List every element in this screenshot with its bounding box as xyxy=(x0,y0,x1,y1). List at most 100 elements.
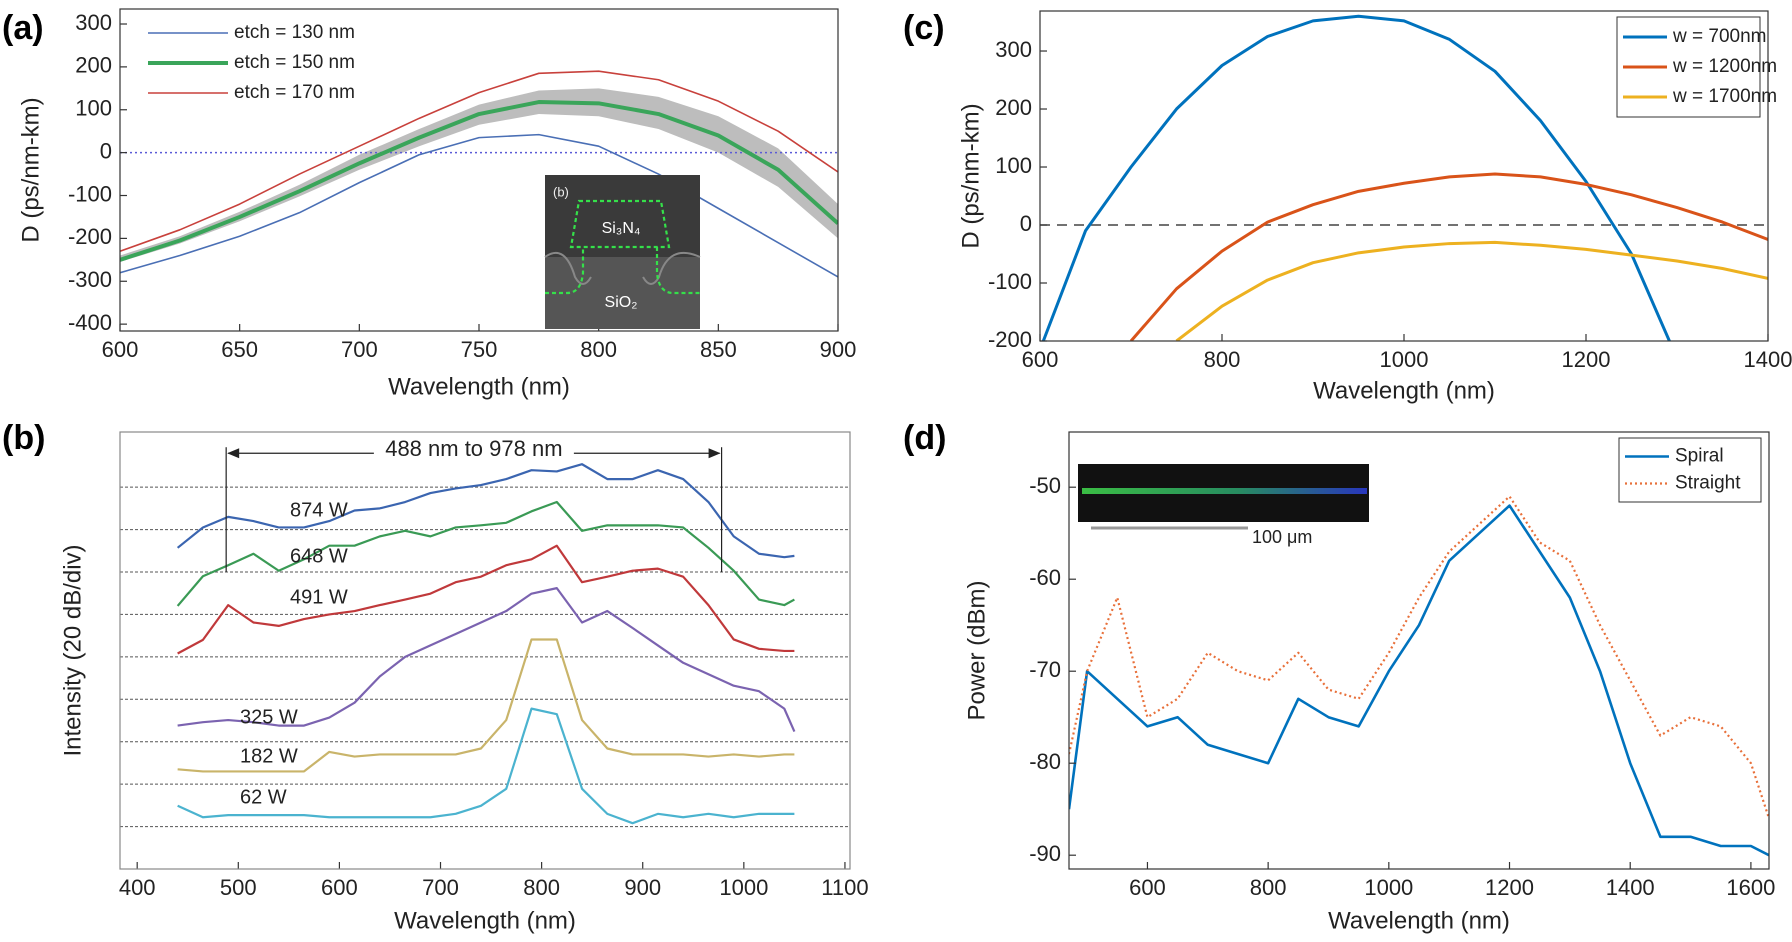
y-tick-label: -100 xyxy=(988,269,1032,294)
series-label: 62 W xyxy=(240,786,287,808)
scale-label: 100 μm xyxy=(1252,527,1312,547)
y-tick-label: -60 xyxy=(1029,565,1061,590)
series-line xyxy=(176,500,795,607)
x-tick-label: 850 xyxy=(700,337,737,362)
plot-area xyxy=(120,463,850,828)
series-line xyxy=(120,100,838,262)
x-tick-label: 600 xyxy=(1129,875,1166,900)
core-outline xyxy=(569,199,671,249)
x-tick-label: 1000 xyxy=(1380,347,1429,372)
panel-1: (b) Wavelength (nm) Intensity (20 dB/div) 4… xyxy=(2,419,869,934)
plot-frame xyxy=(119,8,839,332)
trench xyxy=(544,252,701,285)
y-axis-label: D (ps/nm-km) xyxy=(957,103,984,248)
x-tick-label: 650 xyxy=(221,337,258,362)
cladding-outline xyxy=(545,247,700,295)
x-tick-label: 400 xyxy=(119,875,156,900)
legend-label: Straight xyxy=(1675,473,1741,494)
panel-label: (d) xyxy=(903,419,946,457)
y-tick-label: -70 xyxy=(1029,657,1061,682)
x-tick-label: 900 xyxy=(624,875,661,900)
y-tick-label: -300 xyxy=(68,267,112,292)
x-axis-label: Wavelength (nm) xyxy=(388,373,570,400)
plot-area xyxy=(1069,495,1769,857)
y-tick-label: -50 xyxy=(1029,473,1061,498)
uncertainty-band xyxy=(120,88,838,262)
series-label: 648 W xyxy=(290,545,348,567)
x-tick-label: 600 xyxy=(321,875,358,900)
series-line xyxy=(1069,495,1769,819)
panel-label: (b) xyxy=(2,419,45,457)
y-tick-label: -200 xyxy=(68,224,112,249)
x-tick-label: 1200 xyxy=(1562,347,1611,372)
inset-label: (b) xyxy=(553,184,569,199)
y-axis-label: Intensity (20 dB/div) xyxy=(59,544,86,756)
series-line xyxy=(1175,240,1768,341)
series-line xyxy=(1041,14,1672,341)
plot-frame xyxy=(1039,10,1769,342)
y-tick-label: -100 xyxy=(68,181,112,206)
legend-label: etch = 170 nm xyxy=(234,82,355,103)
span-label-bg xyxy=(373,437,574,464)
x-tick-label: 1200 xyxy=(1485,875,1534,900)
y-tick-label: -90 xyxy=(1029,841,1061,866)
legend-label: Spiral xyxy=(1675,446,1724,467)
x-tick-label: 500 xyxy=(220,875,257,900)
x-tick-label: 700 xyxy=(422,875,459,900)
x-tick-label: 800 xyxy=(1204,347,1241,372)
series-line xyxy=(177,544,795,655)
legend-box xyxy=(1618,437,1762,503)
x-tick-label: 750 xyxy=(461,337,498,362)
beam xyxy=(1082,488,1367,494)
legend-label: etch = 130 nm xyxy=(234,22,355,43)
x-axis-label: Wavelength (nm) xyxy=(1313,377,1495,404)
panel-2: (c)Wavelength (nm)D (ps/nm-km)600 800 1000… xyxy=(903,9,1792,404)
x-tick-label: 1000 xyxy=(719,875,768,900)
x-tick-label: 900 xyxy=(820,337,857,362)
y-axis-label: Power (dBm) xyxy=(963,580,990,720)
x-tick-label: 800 xyxy=(523,875,560,900)
x-tick-label: 1000 xyxy=(1364,875,1413,900)
plot-area xyxy=(120,70,838,278)
series-line xyxy=(120,70,838,253)
legend-label: w = 1700nm xyxy=(1672,86,1777,107)
y-tick-label: -80 xyxy=(1029,749,1061,774)
legend-label: etch = 150 nm xyxy=(234,52,355,73)
series-line xyxy=(177,587,796,732)
x-tick-label: 600 xyxy=(102,337,139,362)
x-tick-label: 700 xyxy=(341,337,378,362)
y-tick-label: 100 xyxy=(75,96,112,121)
inset-cladding-label: SiO₂ xyxy=(605,294,638,311)
panel-label: (a) xyxy=(2,9,44,47)
series-label: 182 W xyxy=(240,745,298,767)
plot-area xyxy=(1040,14,1768,341)
plot-frame xyxy=(119,431,851,870)
y-axis-label: D (ps/nm-km) xyxy=(17,97,44,242)
series-line xyxy=(120,133,838,278)
span-label: 488 nm to 978 nm xyxy=(385,436,562,461)
x-tick-label: 800 xyxy=(1250,875,1287,900)
series-label: 874 W xyxy=(290,499,348,521)
inset-substrate xyxy=(545,257,700,329)
y-tick-label: -200 xyxy=(988,327,1032,352)
y-tick-label: 100 xyxy=(995,153,1032,178)
x-tick-label: 1600 xyxy=(1726,875,1775,900)
y-tick-label: 200 xyxy=(995,95,1032,120)
y-tick-label: 0 xyxy=(100,138,112,163)
x-axis-label: Wavelength (nm) xyxy=(394,907,576,934)
y-tick-label: 200 xyxy=(75,53,112,78)
inset-core-label: Si₃N₄ xyxy=(602,220,641,237)
series-line xyxy=(176,463,795,559)
x-tick-label: 600 xyxy=(1022,347,1059,372)
y-tick-label: 0 xyxy=(1020,211,1032,236)
legend-label: w = 1200nm xyxy=(1672,56,1777,77)
panel-label: (c) xyxy=(903,9,945,47)
x-tick-label: 1100 xyxy=(821,875,868,900)
series-line xyxy=(177,707,795,825)
x-axis-label: Wavelength (nm) xyxy=(1328,907,1510,934)
series-label: 325 W xyxy=(240,706,298,728)
panel-0: (a) Wavelength (nm) D (ps/nm-km) 600 650 700 7… xyxy=(2,8,857,400)
y-tick-label: -400 xyxy=(68,310,112,335)
y-tick-label: 300 xyxy=(995,37,1032,62)
